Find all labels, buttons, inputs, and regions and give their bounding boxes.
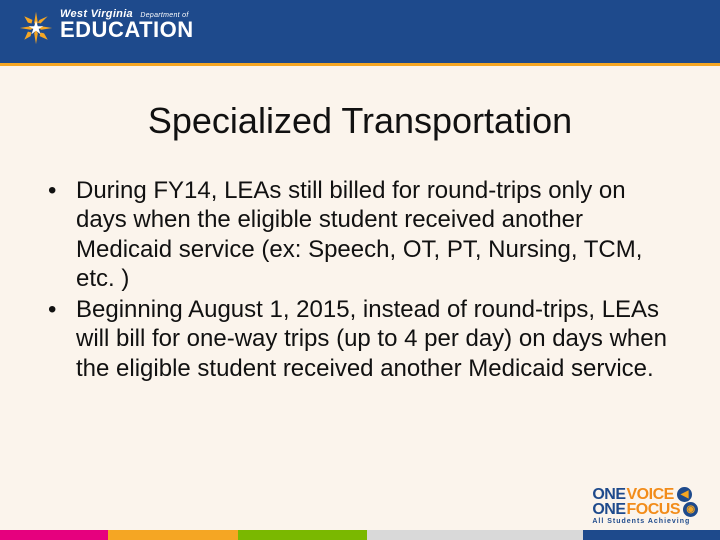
bullet-list: During FY14, LEAs still billed for round… bbox=[40, 176, 680, 383]
one-voice-one-focus-logo: ONE VOICE ◀ ONE FOCUS ◉ All Students Ach… bbox=[592, 487, 698, 526]
logo-voice: VOICE bbox=[627, 487, 674, 502]
header-bar: West Virginia Department of EDUCATION bbox=[0, 0, 720, 66]
logo-text: West Virginia Department of EDUCATION bbox=[60, 8, 194, 41]
logo-focus: FOCUS bbox=[627, 502, 681, 517]
megaphone-icon: ◀ bbox=[677, 487, 692, 502]
stripe-segment bbox=[108, 530, 238, 540]
target-icon: ◉ bbox=[683, 502, 698, 517]
stripe-segment bbox=[583, 530, 720, 540]
slide-title: Specialized Transportation bbox=[40, 100, 680, 142]
stripe-segment bbox=[238, 530, 368, 540]
logo-one-2: ONE bbox=[592, 502, 625, 517]
logo-tagline: All Students Achieving bbox=[592, 519, 698, 526]
wv-education-logo: West Virginia Department of EDUCATION bbox=[18, 8, 702, 46]
bullet-item: Beginning August 1, 2015, instead of rou… bbox=[46, 295, 680, 383]
star-burst-icon bbox=[18, 10, 54, 46]
stripe-segment bbox=[367, 530, 583, 540]
slide-content: Specialized Transportation During FY14, … bbox=[0, 66, 720, 383]
bullet-item: During FY14, LEAs still billed for round… bbox=[46, 176, 680, 293]
footer-stripe bbox=[0, 530, 720, 540]
stripe-segment bbox=[0, 530, 108, 540]
logo-one-1: ONE bbox=[592, 487, 625, 502]
logo-main: EDUCATION bbox=[60, 20, 194, 41]
header-underline bbox=[0, 63, 720, 66]
